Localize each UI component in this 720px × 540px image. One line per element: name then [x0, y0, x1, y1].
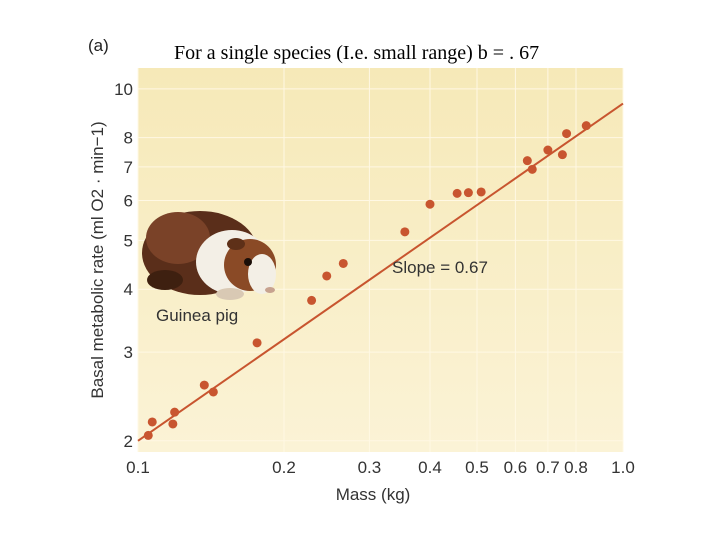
x-tick-label: 0.5: [465, 458, 489, 477]
slide-heading: For a single species (I.e. small range) …: [174, 42, 540, 64]
data-point: [143, 430, 153, 440]
data-point: [463, 188, 473, 198]
y-tick-label: 5: [124, 231, 133, 250]
y-tick-label: 6: [124, 192, 133, 211]
y-tick-label: 3: [124, 343, 133, 362]
data-point: [562, 129, 572, 139]
y-tick-label: 10: [114, 80, 133, 99]
y-tick-label: 7: [124, 158, 133, 177]
species-annotation: Guinea pig: [156, 306, 238, 325]
data-point: [522, 156, 532, 166]
x-tick-label: 0.1: [126, 458, 150, 477]
data-point: [452, 188, 462, 198]
data-point: [252, 338, 262, 348]
data-point: [400, 227, 410, 237]
y-axis-label: Basal metabolic rate (ml O2 · min−1): [88, 121, 107, 398]
data-point: [425, 199, 435, 209]
y-tick-labels: 2 3 4 5 6 7 8 10: [114, 80, 133, 451]
x-tick-label: 0.2: [272, 458, 296, 477]
data-point: [170, 407, 180, 417]
x-tick-label: 1.0: [611, 458, 635, 477]
data-point: [543, 145, 553, 155]
x-tick-label: 0.7: [536, 458, 560, 477]
data-point: [147, 417, 157, 427]
slope-annotation: Slope = 0.67: [392, 258, 488, 277]
data-point: [322, 271, 332, 281]
data-point: [557, 150, 567, 160]
data-point: [199, 380, 209, 390]
y-tick-label: 4: [124, 280, 133, 299]
x-tick-labels: 0.1 0.2 0.3 0.4 0.5 0.6 0.7 0.8 1.0: [126, 458, 635, 477]
data-point: [208, 387, 218, 397]
data-point: [307, 295, 317, 305]
y-tick-label: 2: [124, 432, 133, 451]
y-tick-label: 8: [124, 129, 133, 148]
x-tick-label: 0.6: [504, 458, 528, 477]
data-point: [527, 164, 537, 174]
panel-label: (a): [88, 36, 109, 55]
guinea-pig-illustration: [142, 211, 276, 300]
data-point: [338, 258, 348, 268]
x-tick-label: 0.4: [418, 458, 442, 477]
x-tick-label: 0.3: [358, 458, 382, 477]
data-points: [143, 121, 591, 440]
x-axis-label: Mass (kg): [336, 485, 411, 504]
data-point: [581, 121, 591, 131]
data-point: [476, 187, 486, 197]
regression-line: [137, 102, 624, 442]
data-point: [168, 419, 178, 429]
x-tick-label: 0.8: [564, 458, 588, 477]
